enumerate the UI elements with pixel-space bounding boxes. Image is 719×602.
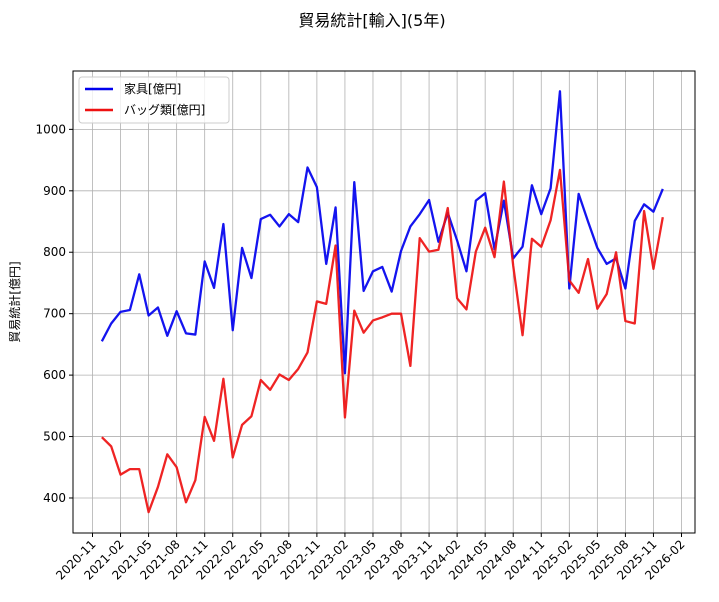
y-axis: 400 500 600 700 800 900 1000	[35, 122, 73, 505]
legend-label-furniture: 家具[億円]	[124, 81, 181, 96]
y-axis-label: 貿易統計[億円]	[7, 261, 22, 342]
x-axis: 2020-112021-022021-052021-082021-112022-…	[53, 533, 688, 583]
legend-box	[78, 76, 230, 124]
y-tick-label: 700	[43, 307, 66, 321]
series-line-0	[100, 90, 664, 375]
grid	[73, 71, 695, 533]
plot-frame	[72, 70, 696, 534]
y-tick-label: 600	[43, 368, 66, 382]
series-layer	[100, 90, 664, 514]
y-tick-label: 400	[43, 491, 66, 505]
y-tick-label: 1000	[35, 122, 66, 136]
legend-label-bags: バッグ類[億円]	[124, 103, 205, 117]
legend: 家具[億円] バッグ類[億円]	[78, 76, 230, 124]
y-tick-label: 500	[43, 430, 66, 444]
chart-title: 貿易統計[輸入](5年)	[298, 11, 445, 30]
series-line-1	[101, 168, 664, 514]
y-tick-label: 900	[43, 184, 66, 198]
y-tick-label: 800	[43, 245, 66, 259]
